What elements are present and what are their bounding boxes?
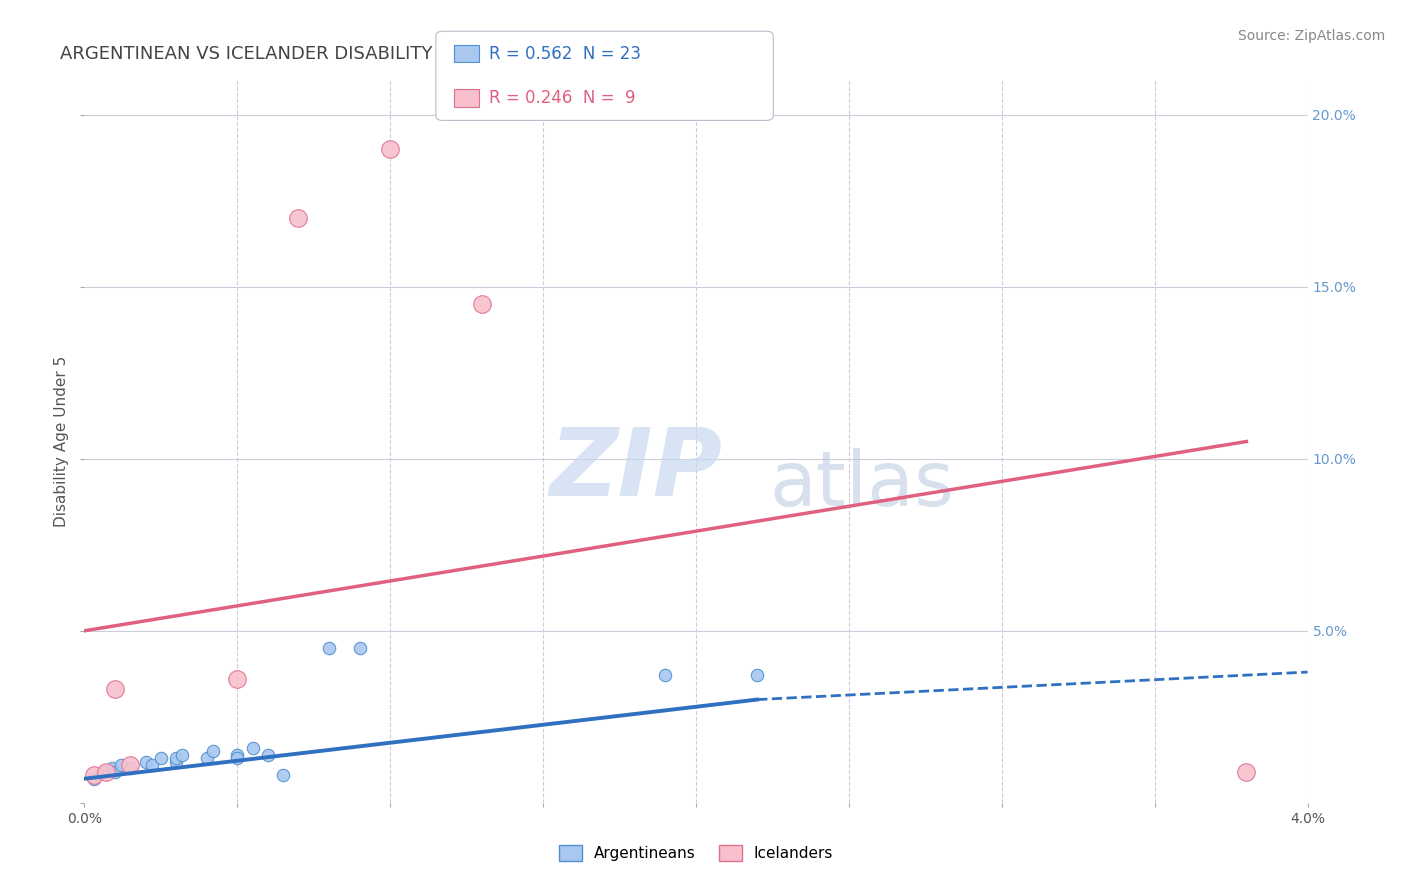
Point	[91, 764, 114, 779]
Point	[271, 768, 294, 782]
Point	[104, 764, 127, 779]
Text: R = 0.562  N = 23: R = 0.562 N = 23	[489, 45, 641, 62]
Point	[120, 758, 142, 772]
Point	[1236, 764, 1258, 779]
Legend: Argentineans, Icelanders: Argentineans, Icelanders	[553, 839, 839, 867]
Point	[747, 668, 769, 682]
Point	[165, 755, 187, 769]
Point	[165, 751, 187, 765]
Point	[195, 751, 218, 765]
Point	[242, 740, 264, 755]
Text: Source: ZipAtlas.com: Source: ZipAtlas.com	[1237, 29, 1385, 43]
Point	[380, 142, 402, 156]
Point	[226, 672, 249, 686]
Point	[318, 640, 340, 655]
Point	[94, 764, 117, 779]
Point	[83, 768, 105, 782]
Point	[141, 758, 163, 772]
Text: ZIP: ZIP	[550, 425, 723, 516]
Point	[471, 297, 494, 311]
Text: atlas: atlas	[769, 448, 955, 522]
Point	[101, 761, 124, 775]
Text: R = 0.246  N =  9: R = 0.246 N = 9	[489, 89, 636, 107]
Point	[83, 772, 105, 786]
Point	[257, 747, 280, 762]
Point	[172, 747, 194, 762]
Point	[149, 751, 172, 765]
Text: ARGENTINEAN VS ICELANDER DISABILITY AGE UNDER 5 CORRELATION CHART: ARGENTINEAN VS ICELANDER DISABILITY AGE …	[60, 45, 763, 63]
Point	[110, 758, 132, 772]
Point	[135, 755, 157, 769]
Point	[226, 747, 249, 762]
Point	[287, 211, 309, 225]
Point	[226, 751, 249, 765]
Y-axis label: Disability Age Under 5: Disability Age Under 5	[53, 356, 69, 527]
Point	[104, 682, 127, 697]
Point	[201, 744, 224, 758]
Point	[654, 668, 676, 682]
Point	[349, 640, 371, 655]
Point	[120, 761, 142, 775]
